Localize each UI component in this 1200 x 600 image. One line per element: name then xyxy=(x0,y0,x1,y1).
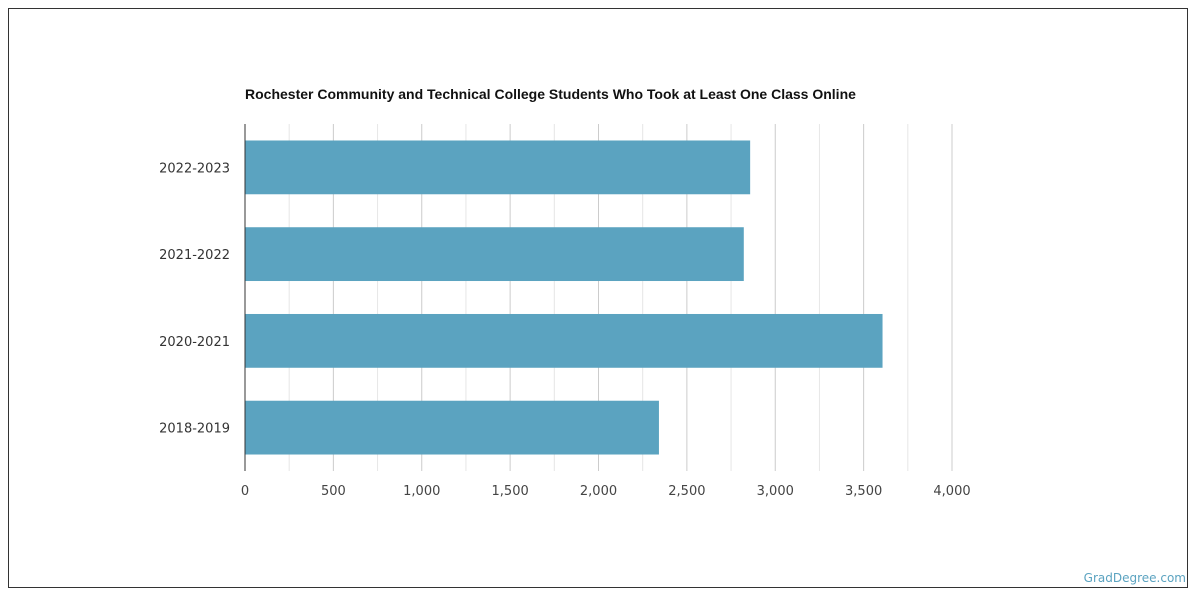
chart-title: Rochester Community and Technical Colleg… xyxy=(245,86,856,102)
category-label: 2018-2019 xyxy=(159,422,230,437)
x-tick-label: 1,500 xyxy=(492,484,529,499)
category-label: 2020-2021 xyxy=(159,335,230,350)
x-tick-label: 2,500 xyxy=(668,484,705,499)
x-tick-label: 1,000 xyxy=(403,484,440,499)
bar-2018-2019[interactable] xyxy=(245,400,659,455)
bar-2021-2022[interactable] xyxy=(245,227,744,282)
x-tick-label: 3,000 xyxy=(757,484,794,499)
bar-2022-2023[interactable] xyxy=(245,140,751,195)
category-labels: 2022-2023 2021-2022 2020-2021 2018-2019 xyxy=(159,161,230,436)
x-tick-label: 4,000 xyxy=(933,484,970,499)
x-tick-label: 500 xyxy=(321,484,346,499)
x-tick-label: 3,500 xyxy=(845,484,882,499)
x-tick-labels: 0 500 1,000 1,500 2,000 2,500 3,000 3,500 4,000 xyxy=(241,484,971,499)
watermark: GradDegree.com xyxy=(1083,571,1186,585)
x-tick-label: 0 xyxy=(241,484,249,499)
bars xyxy=(245,140,883,455)
x-tick-label: 2,000 xyxy=(580,484,617,499)
bar-2020-2021[interactable] xyxy=(245,313,883,368)
category-label: 2022-2023 xyxy=(159,161,230,176)
category-label: 2021-2022 xyxy=(159,248,230,263)
